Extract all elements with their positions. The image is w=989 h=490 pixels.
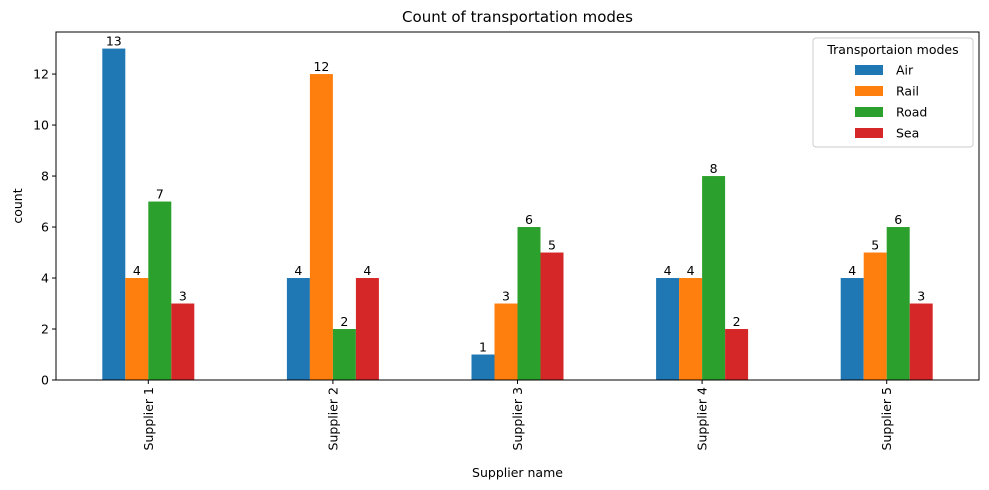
y-axis: 0 2 4 6 8 10 12 <box>33 67 56 388</box>
bar-sea-5 <box>909 303 933 380</box>
y-tick-label: 12 <box>33 67 49 82</box>
bar-air-2 <box>286 278 310 380</box>
x-axis-label: Supplier name <box>472 465 563 480</box>
bar-label-air-5: 4 <box>848 263 856 278</box>
x-tick-label: Supplier 3 <box>510 387 525 450</box>
bar-road-2 <box>332 329 356 380</box>
bar-label-sea-3: 5 <box>548 238 556 253</box>
bar-label-sea-2: 4 <box>363 263 371 278</box>
legend-swatch-air <box>855 65 883 75</box>
bar-label-rail-3: 3 <box>502 289 510 304</box>
bar-road-3 <box>517 227 541 380</box>
bar-sea-4 <box>725 329 749 380</box>
bar-label-air-4: 4 <box>664 263 672 278</box>
y-axis-label: count <box>10 188 25 223</box>
y-tick-label: 6 <box>41 220 49 235</box>
bar-air-4 <box>656 278 680 380</box>
bar-road-1 <box>148 201 172 380</box>
y-tick-label: 4 <box>41 271 49 286</box>
bars-group <box>102 48 933 381</box>
legend-box <box>812 37 974 148</box>
legend: Transportaion modes Air Rail Road Sea <box>812 37 974 148</box>
bar-road-4 <box>702 176 726 380</box>
chart-title: Count of transportation modes <box>402 8 633 26</box>
bar-air-1 <box>102 48 126 380</box>
legend-title: Transportaion modes <box>826 42 958 57</box>
bar-air-5 <box>840 278 864 380</box>
legend-label-road: Road <box>896 105 927 120</box>
bar-label-road-1: 7 <box>156 187 164 202</box>
bar-rail-5 <box>863 252 887 380</box>
x-tick-label: Supplier 1 <box>141 387 156 450</box>
bar-rail-3 <box>494 303 518 380</box>
y-tick-label: 0 <box>41 373 49 388</box>
x-axis: Supplier 1 Supplier 2 Supplier 3 Supplier 4… <box>141 380 894 450</box>
x-tick-label: Supplier 5 <box>879 387 894 450</box>
bar-label-road-4: 8 <box>710 161 718 176</box>
bar-label-road-3: 6 <box>525 212 533 227</box>
bar-sea-3 <box>540 252 564 380</box>
bar-label-sea-1: 3 <box>179 289 187 304</box>
x-tick-label: Supplier 4 <box>695 387 710 450</box>
bar-label-rail-2: 12 <box>313 59 329 74</box>
legend-swatch-rail <box>855 86 883 96</box>
bar-sea-2 <box>355 278 379 380</box>
legend-label-air: Air <box>896 63 914 78</box>
legend-swatch-sea <box>855 128 883 138</box>
bar-label-air-1: 13 <box>106 34 122 49</box>
bar-rail-2 <box>309 74 333 381</box>
bar-road-5 <box>886 227 910 380</box>
y-tick-label: 10 <box>33 118 49 133</box>
bar-air-3 <box>471 354 495 380</box>
bar-rail-4 <box>679 278 703 380</box>
bar-label-road-5: 6 <box>894 212 902 227</box>
bar-label-rail-5: 5 <box>871 238 879 253</box>
y-tick-label: 2 <box>41 322 49 337</box>
legend-swatch-road <box>855 107 883 117</box>
y-tick-label: 8 <box>41 169 49 184</box>
bar-label-road-2: 2 <box>340 314 348 329</box>
bar-label-rail-1: 4 <box>133 263 141 278</box>
bar-label-sea-5: 3 <box>917 289 925 304</box>
bar-sea-1 <box>171 303 195 380</box>
bar-label-air-2: 4 <box>294 263 302 278</box>
legend-label-rail: Rail <box>896 84 919 99</box>
legend-label-sea: Sea <box>896 126 919 141</box>
plot-frame <box>55 31 980 381</box>
bar-label-air-3: 1 <box>479 340 487 355</box>
bar-rail-1 <box>125 278 149 380</box>
bar-label-sea-4: 2 <box>733 314 741 329</box>
x-tick-label: Supplier 2 <box>325 387 340 450</box>
bar-label-rail-4: 4 <box>687 263 695 278</box>
legend-items: Air Rail Road Sea <box>855 63 927 141</box>
